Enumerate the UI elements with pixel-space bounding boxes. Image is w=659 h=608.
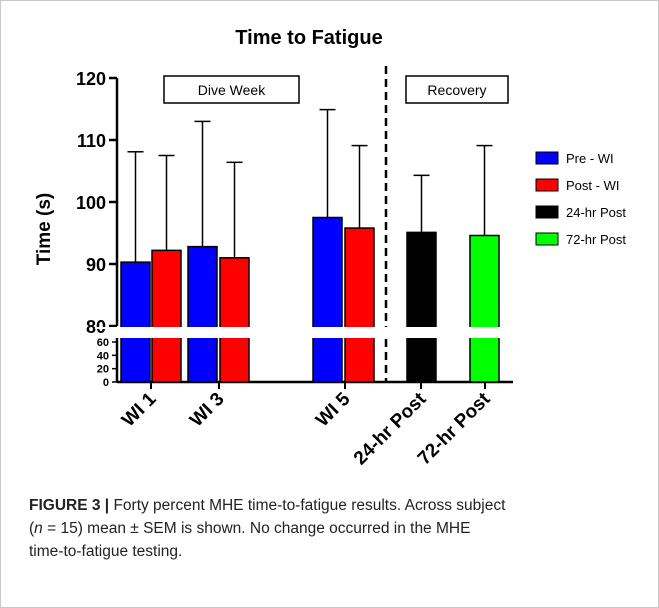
bar [469, 234, 500, 383]
y-tick-label: 110 [77, 131, 106, 151]
chart-title: Time to Fatigue [235, 27, 382, 49]
y-axis-label: Time (s) [34, 193, 55, 266]
legend-label: 24-hr Post [566, 205, 626, 220]
legend-swatch [535, 178, 559, 192]
bar [344, 227, 375, 383]
caption-figure-label: FIGURE 3 | [29, 497, 110, 514]
bars [95, 108, 515, 383]
bar [219, 257, 250, 383]
group-labels: Dive Week Recovery [163, 75, 509, 104]
y-tick-label: 90 [86, 255, 106, 275]
bar [151, 249, 182, 383]
bar [406, 231, 437, 383]
y-tick-label: 0 [103, 377, 109, 389]
x-tick-label: WI 1 [118, 388, 161, 431]
y-tick-label: 20 [97, 364, 109, 376]
group-box [163, 75, 300, 104]
bar [120, 261, 151, 383]
legend-label: Post - WI [566, 178, 619, 193]
group-label: Dive Week [198, 82, 266, 98]
caption-line1: Forty percent MHE time-to-fatigue result… [109, 497, 506, 514]
x-tick-label: WI 3 [186, 389, 228, 431]
bar [312, 216, 343, 383]
caption-line3: time-to-fatigue testing. [29, 543, 183, 560]
legend-swatch [535, 232, 559, 246]
legend-label: 72-hr Post [566, 232, 626, 247]
legend: Pre - WI Post - WI 24-hr Post 72-hr Post [535, 151, 626, 247]
group-box [405, 75, 509, 104]
x-tick-label: WI 5 [312, 388, 355, 431]
y-tick-label: 40 [97, 350, 109, 362]
bar-chart: Time to Fatigue Time (s) 809010011012002… [34, 27, 626, 469]
bar [187, 245, 218, 383]
y-tick-label: 60 [97, 337, 109, 349]
legend-swatch [535, 151, 559, 165]
y-tick-label: 100 [76, 193, 106, 213]
legend-swatch [535, 205, 559, 219]
figure-caption: FIGURE 3 | Forty percent MHE time-to-fat… [29, 494, 629, 563]
group-label: Recovery [427, 82, 486, 98]
axis-break-band [115, 328, 515, 338]
caption-n: n [34, 520, 43, 537]
y-tick-label: 120 [76, 69, 106, 89]
legend-label: Pre - WI [566, 151, 614, 166]
caption-line2: = 15) mean ± SEM is shown. No change occ… [42, 520, 471, 537]
caption-paren: ( [29, 520, 35, 537]
